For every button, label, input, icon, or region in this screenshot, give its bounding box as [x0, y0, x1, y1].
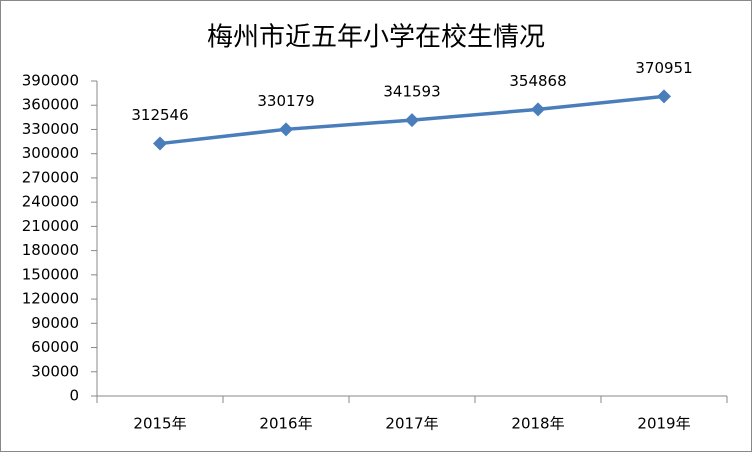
marker	[657, 89, 671, 104]
marker	[279, 122, 293, 137]
x-tick-label: 2017年	[385, 415, 438, 433]
y-tick-label: 90000	[31, 314, 79, 332]
y-tick-label: 120000	[22, 290, 79, 308]
x-tick-label: 2016年	[259, 415, 312, 433]
chart-title: 梅州市近五年小学在校生情况	[207, 23, 545, 53]
marker	[405, 113, 419, 128]
data-label: 312546	[131, 106, 188, 124]
y-tick-label: 210000	[22, 217, 79, 235]
y-tick-label: 0	[69, 387, 79, 405]
x-tick-label: 2018年	[511, 415, 564, 433]
y-tick-label: 180000	[22, 241, 79, 259]
y-tick-label: 150000	[22, 265, 79, 283]
marker	[153, 136, 167, 151]
y-tick-label: 390000	[22, 72, 79, 90]
data-label: 370951	[635, 59, 692, 77]
y-tick-label: 330000	[22, 120, 79, 138]
y-tick-label: 300000	[22, 144, 79, 162]
x-tick-label: 2019年	[637, 415, 690, 433]
marker	[531, 102, 545, 117]
data-label: 341593	[383, 83, 440, 101]
y-tick-label: 360000	[22, 96, 79, 114]
x-tick-label: 2015年	[133, 415, 186, 433]
data-label: 354868	[509, 72, 566, 90]
y-tick-label: 30000	[31, 362, 79, 380]
y-tick-label: 240000	[22, 193, 79, 211]
data-label: 330179	[257, 92, 314, 110]
y-tick-label: 270000	[22, 168, 79, 186]
y-tick-label: 60000	[31, 338, 79, 356]
